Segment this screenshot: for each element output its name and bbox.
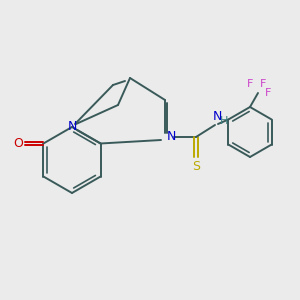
Text: F: F bbox=[265, 88, 271, 98]
Text: S: S bbox=[192, 160, 200, 172]
Text: N: N bbox=[166, 130, 176, 143]
Text: F: F bbox=[260, 79, 266, 89]
Text: H: H bbox=[220, 116, 228, 126]
Text: N: N bbox=[67, 121, 77, 134]
Text: O: O bbox=[14, 137, 23, 150]
Text: F: F bbox=[247, 79, 253, 89]
Text: N: N bbox=[212, 110, 222, 124]
